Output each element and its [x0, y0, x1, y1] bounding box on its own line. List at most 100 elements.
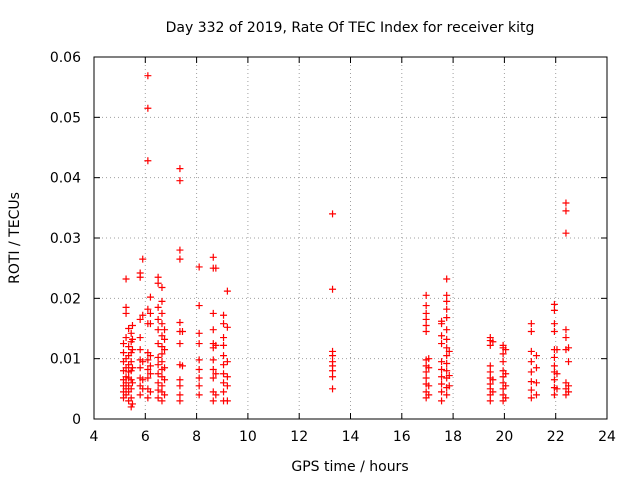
data-point	[128, 346, 136, 354]
data-point	[502, 370, 510, 378]
data-point	[195, 356, 203, 364]
data-point	[176, 246, 184, 254]
data-point	[144, 72, 152, 80]
data-point	[486, 334, 494, 342]
data-point	[550, 306, 558, 314]
data-point	[209, 356, 217, 364]
data-point	[195, 329, 203, 337]
data-point	[125, 325, 133, 332]
data-point	[550, 362, 558, 370]
y-tick-label: 0.04	[50, 171, 81, 187]
y-tick-label: 0.03	[50, 231, 81, 247]
data-point	[209, 253, 217, 261]
data-points	[119, 72, 573, 411]
data-point	[329, 285, 337, 293]
data-point	[438, 317, 446, 325]
data-point	[161, 391, 169, 399]
data-point	[223, 382, 231, 390]
data-point	[154, 279, 162, 287]
data-point	[445, 372, 453, 380]
data-point	[220, 388, 228, 396]
data-point	[443, 352, 451, 360]
data-point	[562, 334, 570, 342]
data-point	[565, 382, 573, 390]
data-point	[136, 269, 144, 277]
data-point	[158, 283, 166, 291]
data-point	[158, 297, 166, 305]
data-point	[438, 358, 446, 366]
data-point	[499, 358, 507, 366]
data-point	[146, 352, 154, 360]
data-point	[443, 326, 451, 334]
data-point	[223, 287, 231, 295]
data-point	[158, 309, 166, 317]
data-point	[527, 378, 535, 386]
data-point	[532, 352, 540, 360]
data-point	[195, 391, 203, 399]
data-point	[146, 388, 154, 396]
data-point	[127, 385, 135, 393]
data-point	[127, 376, 135, 384]
data-point	[565, 344, 573, 352]
data-point	[502, 382, 510, 390]
data-point	[220, 370, 228, 378]
data-point	[329, 385, 337, 393]
data-point	[438, 397, 446, 405]
data-point	[128, 400, 136, 408]
data-point	[220, 320, 228, 328]
grid	[94, 57, 607, 419]
data-point	[195, 374, 203, 382]
data-point	[223, 397, 231, 405]
data-point	[158, 358, 166, 366]
data-point	[443, 305, 451, 313]
data-point	[176, 340, 184, 348]
data-point	[422, 374, 430, 382]
data-point	[445, 347, 453, 355]
data-point	[158, 397, 166, 405]
data-point	[422, 321, 430, 329]
y-tick-label: 0.02	[50, 291, 81, 307]
data-point	[438, 380, 446, 388]
data-point	[176, 382, 184, 390]
data-point	[553, 385, 561, 393]
data-point	[443, 335, 451, 343]
data-point	[527, 386, 535, 394]
data-point	[158, 350, 166, 358]
data-point	[443, 314, 451, 322]
data-point	[128, 335, 136, 343]
y-tick-label: 0.01	[50, 352, 81, 368]
data-point	[209, 326, 217, 334]
data-point	[209, 309, 217, 317]
data-point	[438, 388, 446, 396]
y-axis-label: ROTI / TECUs	[7, 192, 23, 284]
data-point	[195, 340, 203, 348]
data-point	[154, 315, 162, 323]
x-axis-label: GPS time / hours	[291, 459, 408, 475]
data-point	[122, 334, 130, 342]
data-point	[176, 177, 184, 185]
data-point	[122, 309, 130, 317]
data-point	[146, 320, 154, 328]
data-point	[527, 347, 535, 355]
data-point	[550, 328, 558, 336]
x-tick-label: 4	[90, 429, 99, 445]
data-point	[125, 343, 133, 351]
data-point	[329, 373, 337, 381]
axis-ticks: 4 6 8 10 12 14 16 18 20 22 24 0 0.01 0.02 0.03 0.04 0.05…	[50, 50, 616, 445]
data-point	[550, 376, 558, 384]
data-point	[144, 374, 152, 382]
data-point	[161, 326, 169, 334]
y-tick-label: 0.06	[50, 50, 81, 66]
data-point	[136, 364, 144, 372]
data-point	[532, 364, 540, 372]
data-point	[154, 370, 162, 378]
data-point	[565, 388, 573, 396]
data-point	[209, 397, 217, 405]
data-point	[502, 346, 510, 354]
data-point	[161, 376, 169, 384]
data-point	[550, 353, 558, 361]
data-point	[178, 328, 186, 336]
data-point	[146, 309, 154, 317]
data-point	[443, 367, 451, 375]
data-point	[136, 334, 144, 342]
